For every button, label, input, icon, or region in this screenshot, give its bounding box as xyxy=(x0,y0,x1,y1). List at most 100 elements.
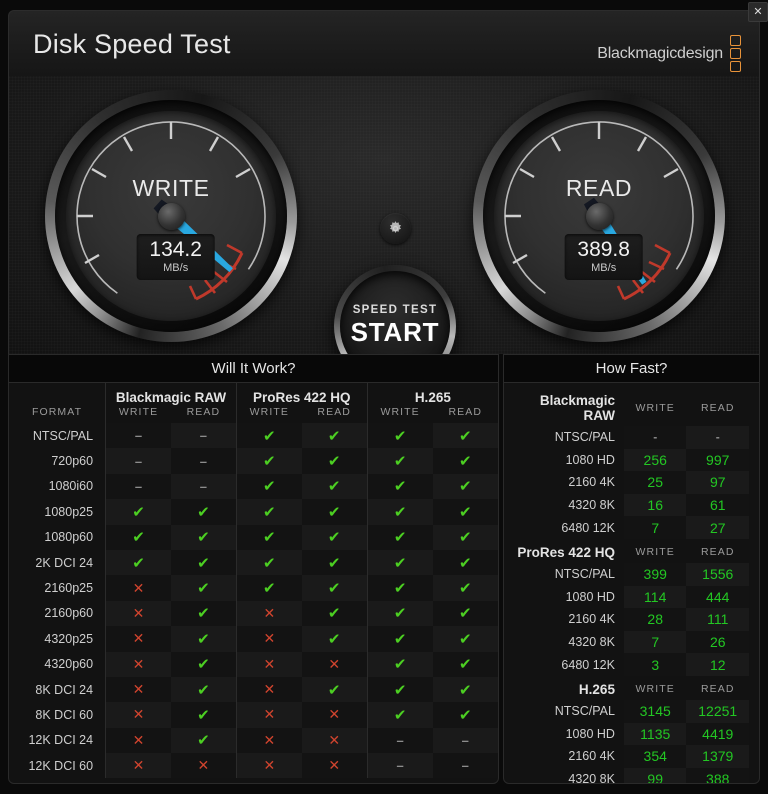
support-cell: ✔ xyxy=(235,549,302,576)
read-readout: 389.8 MB/s xyxy=(564,233,643,280)
support-cell: ✔ xyxy=(170,651,237,677)
format-label: 2160p60 xyxy=(44,606,94,621)
support-cell: ✔ xyxy=(170,575,237,601)
write-readout: 134.2 MB/s xyxy=(136,233,215,280)
check-icon: ✔ xyxy=(458,605,472,623)
check-icon: ✔ xyxy=(197,681,210,699)
speed-value-read: 27 xyxy=(686,516,749,539)
support-cell: ✔ xyxy=(170,499,237,525)
brand-logo: Blackmagicdesign xyxy=(597,35,741,72)
cross-icon: ✕ xyxy=(263,706,276,723)
support-cell: ✕ xyxy=(105,600,171,627)
check-icon: ✔ xyxy=(263,580,276,598)
support-cell: ✔ xyxy=(301,600,368,627)
sub-header-read: READ xyxy=(700,546,735,559)
support-cell: ✔ xyxy=(105,549,171,576)
support-cell: ✔ xyxy=(432,651,498,677)
cross-icon: ✕ xyxy=(132,681,145,698)
cross-icon: ✕ xyxy=(132,731,145,748)
check-icon: ✔ xyxy=(458,529,472,547)
support-cell: – xyxy=(366,727,433,754)
check-icon: ✔ xyxy=(197,706,210,724)
check-icon: ✔ xyxy=(327,605,341,623)
check-icon: ✔ xyxy=(458,554,472,572)
speed-value-read: 4419 xyxy=(686,722,749,746)
cross-icon: ✕ xyxy=(132,604,145,621)
check-icon: ✔ xyxy=(458,580,472,598)
dash-icon: – xyxy=(199,428,208,444)
check-icon: ✔ xyxy=(327,554,341,572)
dash-icon: – xyxy=(461,732,469,748)
close-icon[interactable]: ✕ xyxy=(748,2,768,22)
how-fast-group-header: ProRes 422 HQ WRITE READ xyxy=(508,539,749,563)
speed-value-read: 97 xyxy=(686,471,749,494)
support-cell: ✔ xyxy=(366,473,433,500)
support-cell: ✕ xyxy=(235,702,302,728)
will-it-work-title: Will It Work? xyxy=(9,355,498,383)
support-cell: ✕ xyxy=(235,626,302,652)
table-row: 8K DCI 24 ✕ ✔ ✕ ✔ ✔ ✔ xyxy=(9,676,498,703)
write-gauge: WRITE 134.2 MB/s xyxy=(45,90,297,342)
support-cell: ✔ xyxy=(105,524,171,550)
speed-value-write: 1135 xyxy=(623,722,687,746)
speed-value-write: 99 xyxy=(623,767,687,783)
codec-group-header: Blackmagic RAW xyxy=(105,383,237,405)
support-cell: ✕ xyxy=(235,651,302,677)
how-fast-panel: How Fast? Blackmagic RAW WRITE READ NTSC/PA… xyxy=(503,354,760,784)
write-gauge-label: WRITE xyxy=(132,175,210,202)
check-icon: ✔ xyxy=(197,580,210,598)
check-icon: ✔ xyxy=(393,580,407,598)
support-cell: ✔ xyxy=(170,524,237,550)
check-icon: ✔ xyxy=(393,656,407,674)
sub-header-read: READ xyxy=(317,406,351,418)
dash-icon: – xyxy=(396,758,404,774)
read-gauge-label: READ xyxy=(565,175,633,202)
will-it-work-table: Blackmagic RAW ProRes 422 HQ H.265 FORMA… xyxy=(9,383,498,779)
resolution-label: NTSC/PAL xyxy=(554,567,615,582)
cross-icon: ✕ xyxy=(132,630,145,647)
support-cell: ✔ xyxy=(366,524,433,550)
cross-icon: ✕ xyxy=(328,706,341,723)
format-label: 12K DCI 24 xyxy=(28,733,94,748)
table-row: 4320 8K 99 388 xyxy=(508,767,749,783)
speed-value-write: - xyxy=(623,426,687,449)
check-icon: ✔ xyxy=(197,503,210,521)
check-icon: ✔ xyxy=(263,453,276,471)
settings-button[interactable] xyxy=(380,213,411,244)
support-cell: ✔ xyxy=(432,423,498,449)
support-cell: ✔ xyxy=(301,524,368,550)
table-row: 4320p25 ✕ ✔ ✕ ✔ ✔ ✔ xyxy=(9,626,498,652)
how-fast-body: Blackmagic RAW WRITE READ NTSC/PAL - -1080 HD… xyxy=(504,383,759,783)
resolution-label: 2160 4K xyxy=(568,475,615,490)
support-cell: ✔ xyxy=(170,549,237,576)
support-cell: ✕ xyxy=(105,575,171,601)
support-cell: ✔ xyxy=(301,499,368,525)
speed-value-write: 3 xyxy=(623,653,687,676)
check-icon: ✔ xyxy=(393,630,407,648)
support-cell: ✔ xyxy=(170,727,237,754)
cross-icon: ✕ xyxy=(328,655,341,672)
support-cell: ✔ xyxy=(366,499,433,525)
check-icon: ✔ xyxy=(197,605,210,623)
support-cell: ✔ xyxy=(366,676,433,703)
speed-value-read: - xyxy=(686,426,749,449)
cross-icon: ✕ xyxy=(263,681,276,698)
resolution-label: 1080 HD xyxy=(565,452,615,467)
dash-icon: – xyxy=(134,478,143,494)
table-row: 1080 HD 114 444 xyxy=(508,585,749,609)
table-row: 2160p25 ✕ ✔ ✔ ✔ ✔ ✔ xyxy=(9,575,498,601)
format-label: 720p60 xyxy=(51,454,94,469)
table-row: 1080i60 – – ✔ ✔ ✔ ✔ xyxy=(9,473,498,500)
check-icon: ✔ xyxy=(327,503,341,521)
support-cell: ✕ xyxy=(105,651,171,677)
table-row: 720p60 – – ✔ ✔ ✔ ✔ xyxy=(9,448,498,474)
support-cell: ✕ xyxy=(105,676,171,703)
cross-icon: ✕ xyxy=(263,731,276,748)
resolution-label: 6480 12K xyxy=(561,520,615,535)
resolution-label: 4320 8K xyxy=(568,635,615,650)
resolution-label: 1080 HD xyxy=(565,589,615,604)
gear-icon xyxy=(389,221,402,234)
support-cell: ✕ xyxy=(235,753,302,779)
support-cell: ✔ xyxy=(301,676,368,703)
